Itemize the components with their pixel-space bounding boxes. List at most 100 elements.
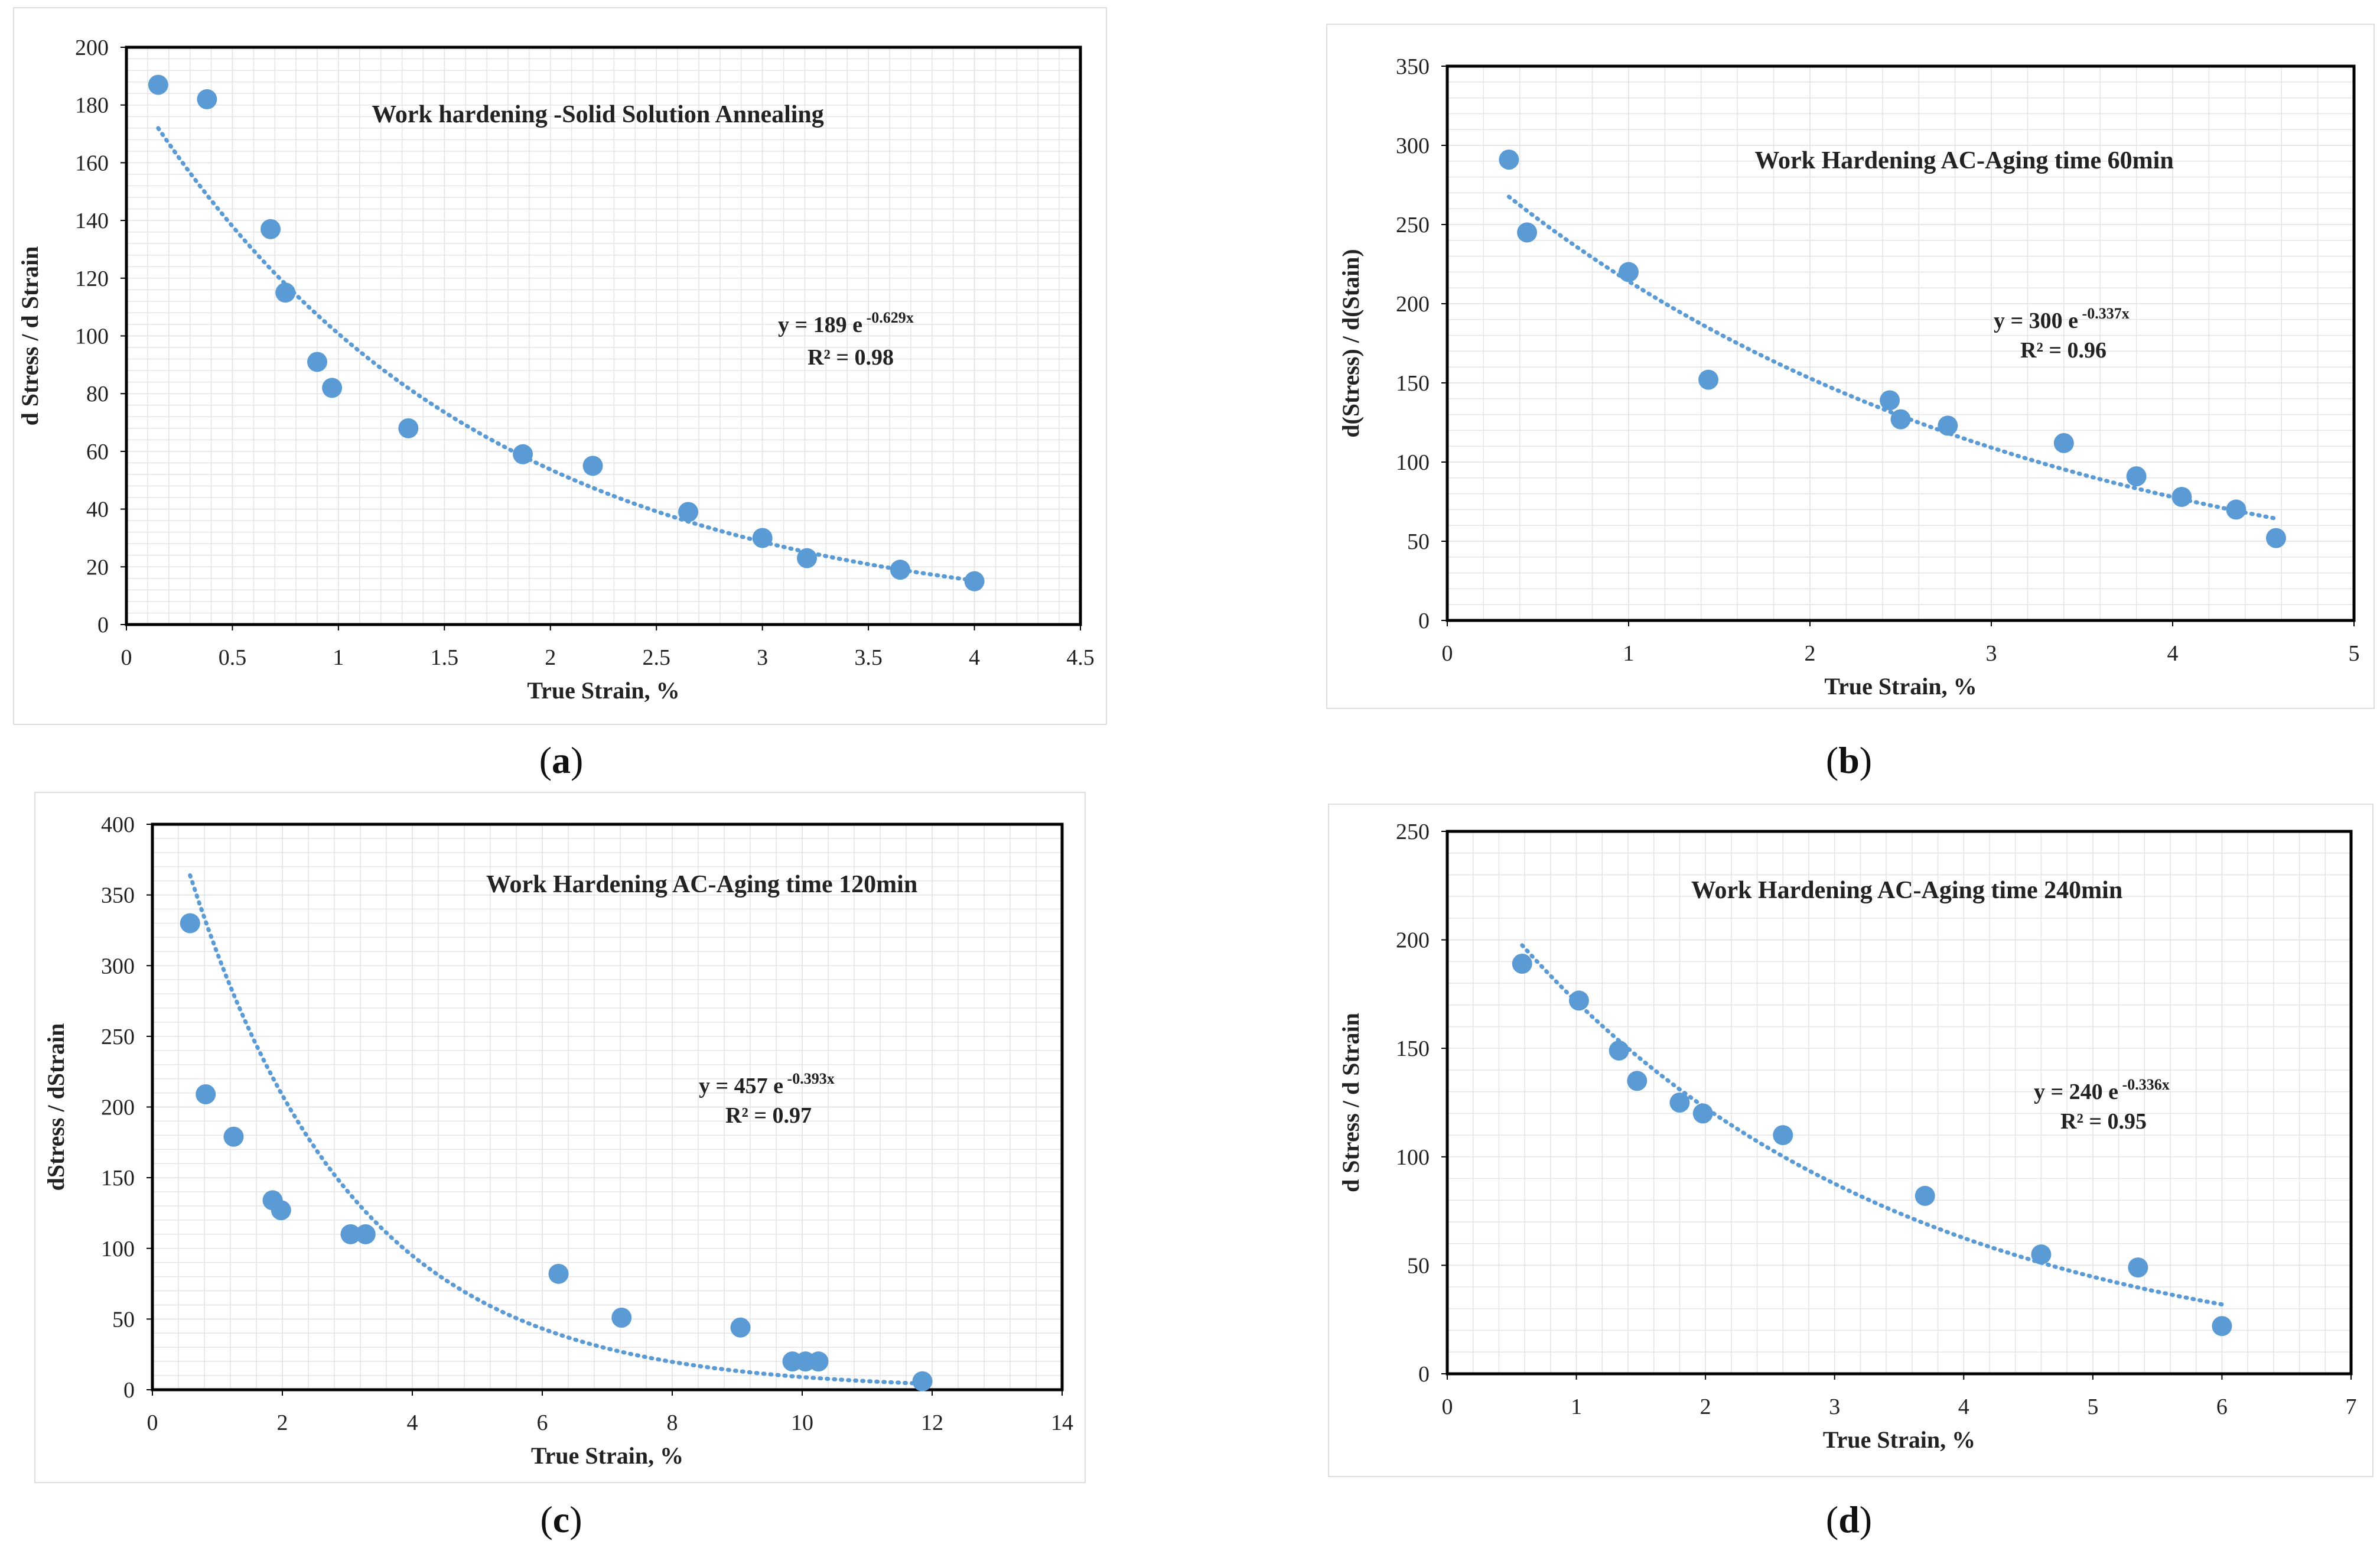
chart-b-y-tick-label: 150 [1396,371,1430,396]
caption-d: (d) [1825,1498,1873,1540]
chart-c-x-tick-label: 6 [537,1410,548,1435]
chart-a-data-point [890,560,910,580]
chart-a-data-point [307,352,327,372]
chart-a-x-tick-label: 1.5 [431,645,459,670]
chart-b-r-squared: R² = 0.96 [2020,338,2106,363]
chart-d-plot-area [1445,830,2353,1376]
chart-b-x-axis-label: True Strain, % [1824,673,1977,700]
chart-b-y-tick-label: 200 [1396,292,1430,317]
chart-d-x-tick-label: 4 [1958,1394,1969,1419]
chart-d-data-point [2128,1257,2148,1278]
chart-b-data-point [1517,222,1538,243]
caption-a: (a) [539,739,584,781]
chart-c-data-point [355,1224,376,1244]
chart-d-trendline [1520,943,2224,1307]
chart-a-x-tick-label: 3 [757,645,768,670]
chart-d-data-point [1512,953,1532,974]
chart-a-data-point [275,282,296,303]
chart-b-data-point [1880,390,1900,411]
chart-b-y-tick-label: 300 [1396,134,1430,158]
chart-d-data-point [1568,990,1589,1011]
chart-b-data-point [1938,415,1958,436]
chart-a-x-tick-label: 0 [121,645,132,670]
chart-c-y-tick-label: 100 [101,1237,135,1262]
chart-d-x-tick-label: 0 [1442,1394,1453,1419]
chart-b-data-point [2053,433,2074,453]
chart-b-data-point [2265,528,2286,548]
chart-a-x-tick-label: 2 [545,645,556,670]
chart-d-y-tick-label: 100 [1396,1145,1430,1170]
chart-d-equation: y = 240 e -0.336x [2034,1076,2170,1104]
chart-c-data-point [548,1263,569,1284]
chart-d-x-tick-label: 2 [1700,1394,1711,1419]
chart-c-y-tick-label: 350 [101,883,135,908]
chart-b-x-tick-label: 0 [1442,641,1453,666]
chart-b-plot-area [1445,64,2356,622]
chart-d-x-tick-label: 7 [2346,1394,2357,1419]
chart-a-y-tick-label: 160 [75,151,109,175]
chart-a-x-tick-label: 3.5 [854,645,883,670]
chart-d-data-point [1627,1071,1648,1091]
chart-b-trendline [1506,194,2278,521]
chart-a-data-point [398,418,419,438]
chart-a-data-point [678,502,699,522]
chart-a-y-tick-label: 0 [97,613,109,638]
chart-d-x-tick-label: 6 [2216,1394,2228,1419]
chart-d-data-point [1915,1185,1935,1206]
chart-b-data-point [2226,499,2246,520]
chart-c-y-axis-label: dStress / dStrain [43,1023,69,1191]
chart-a-data-point [261,219,281,239]
chart-d-y-tick-label: 200 [1396,928,1430,953]
chart-d-r-squared: R² = 0.95 [2060,1109,2147,1134]
chart-d-x-tick-label: 5 [2087,1394,2098,1419]
chart-c-y-tick-label: 0 [123,1378,135,1403]
chart-a-y-tick-label: 120 [75,266,109,291]
chart-b-y-tick-label: 250 [1396,213,1430,238]
chart-a-x-tick-label: 0.5 [219,645,247,670]
panel-c-frame [34,792,1086,1483]
chart-c-data-point [808,1351,829,1372]
panel-d-frame [1328,804,2374,1477]
chart-c-data-point [223,1126,244,1147]
chart-c: 0 2 4 6 8 10 12 14 0 50 100 150 200 250 300 350 400 True … [43,812,1073,1469]
chart-c-x-tick-label: 4 [407,1410,418,1435]
chart-a-equation: y = 189 e -0.629x [778,309,914,337]
chart-b-y-tick-label: 100 [1396,450,1430,475]
chart-d-data-point [1773,1125,1793,1146]
chart-d-y-tick-label: 50 [1407,1253,1430,1278]
chart-a-y-tick-label: 200 [75,35,109,60]
chart-a-title: Work hardening -Solid Solution Annealing [372,101,824,128]
chart-c-y-tick-label: 250 [101,1025,135,1049]
chart-a-y-tick-label: 60 [86,440,109,464]
chart-b-data-point [1890,409,1911,430]
chart-c-equation: y = 457 e -0.393x [699,1070,835,1098]
chart-a-y-tick-label: 100 [75,324,109,349]
chart-c-data-point [180,913,200,934]
chart-b-y-tick-label: 50 [1407,529,1430,554]
chart-c-x-tick-label: 12 [921,1410,943,1435]
chart-a-data-point [148,74,168,95]
chart-a-y-tick-label: 180 [75,93,109,118]
panel-a-frame [13,7,1107,725]
chart-a-x-axis-label: True Strain, % [527,677,679,704]
chart-b-y-tick-label: 0 [1418,609,1430,633]
chart-d-data-point [2031,1244,2052,1265]
chart-c-y-tick-label: 50 [112,1307,135,1332]
chart-a-data-point [322,378,343,398]
chart-c-x-tick-label: 2 [277,1410,288,1435]
chart-b-x-tick-label: 3 [1986,641,1997,666]
chart-c-x-tick-label: 10 [791,1410,813,1435]
chart-c-x-axis-label: True Strain, % [531,1442,683,1469]
chart-b-data-point [2171,486,2192,507]
chart-a-data-point [797,548,818,568]
chart-c-y-tick-label: 300 [101,954,135,978]
chart-c-data-point [340,1224,361,1244]
chart-d-y-axis-label: d Stress / d Strain [1337,1013,1364,1192]
chart-c-data-point [730,1317,751,1338]
chart-a-y-tick-label: 40 [86,498,109,522]
panel-b-frame [1326,24,2375,709]
chart-a-y-tick-label: 140 [75,209,109,233]
chart-d-x-tick-label: 1 [1571,1394,1582,1419]
chart-c-y-tick-label: 150 [101,1166,135,1191]
